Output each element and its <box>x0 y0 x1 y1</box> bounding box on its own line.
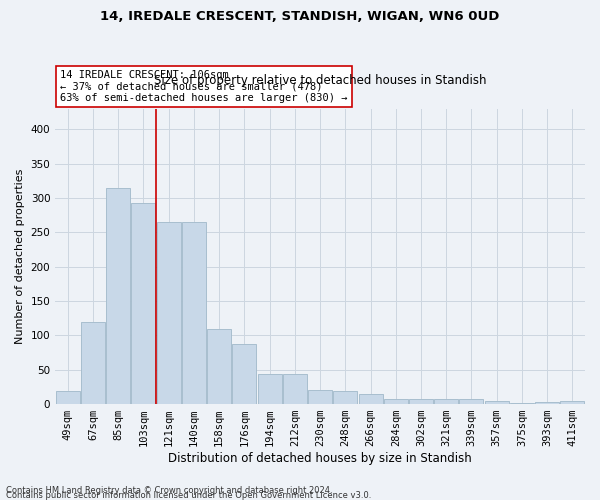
Bar <box>535 402 559 404</box>
Bar <box>283 374 307 404</box>
Bar <box>510 402 534 404</box>
Bar <box>81 322 105 404</box>
Bar <box>485 400 509 404</box>
Bar <box>131 203 155 404</box>
Bar <box>157 222 181 404</box>
Text: 14 IREDALE CRESCENT: 106sqm
← 37% of detached houses are smaller (478)
63% of se: 14 IREDALE CRESCENT: 106sqm ← 37% of det… <box>61 70 348 103</box>
Text: 14, IREDALE CRESCENT, STANDISH, WIGAN, WN6 0UD: 14, IREDALE CRESCENT, STANDISH, WIGAN, W… <box>100 10 500 23</box>
Bar <box>409 398 433 404</box>
Bar <box>106 188 130 404</box>
Bar <box>308 390 332 404</box>
Bar <box>460 400 484 404</box>
Y-axis label: Number of detached properties: Number of detached properties <box>15 169 25 344</box>
Bar <box>232 344 256 404</box>
Bar <box>434 400 458 404</box>
Bar <box>257 374 281 404</box>
Text: Contains HM Land Registry data © Crown copyright and database right 2024.: Contains HM Land Registry data © Crown c… <box>6 486 332 495</box>
Bar <box>56 391 80 404</box>
Title: Size of property relative to detached houses in Standish: Size of property relative to detached ho… <box>154 74 487 87</box>
Text: Contains public sector information licensed under the Open Government Licence v3: Contains public sector information licen… <box>6 491 371 500</box>
Bar <box>334 391 357 404</box>
X-axis label: Distribution of detached houses by size in Standish: Distribution of detached houses by size … <box>168 452 472 465</box>
Bar <box>384 398 408 404</box>
Bar <box>207 330 231 404</box>
Bar <box>560 400 584 404</box>
Bar <box>359 394 383 404</box>
Bar <box>182 222 206 404</box>
